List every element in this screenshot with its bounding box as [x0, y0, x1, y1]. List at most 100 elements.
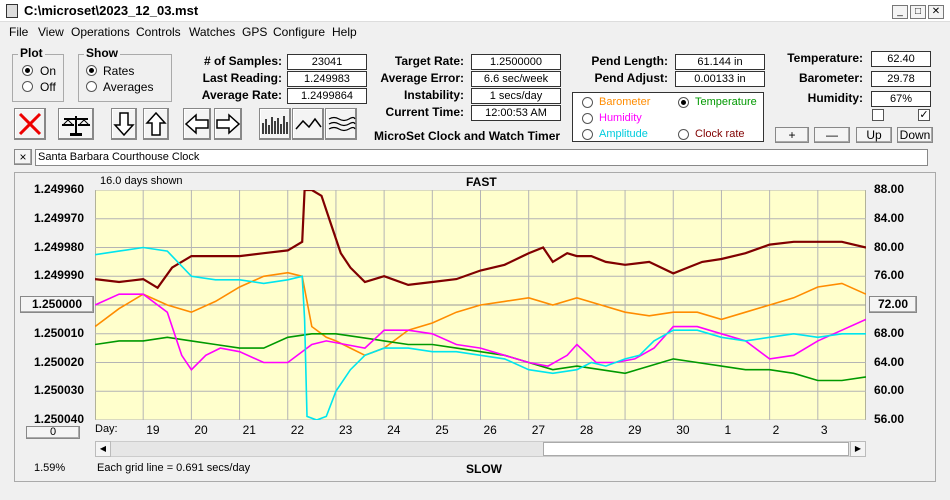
close-button[interactable]: ✕	[928, 5, 944, 19]
menu-file[interactable]: File	[9, 25, 29, 39]
show-group-legend: Show	[84, 46, 120, 60]
show-rates-radio[interactable]	[86, 65, 97, 76]
plot-off-radio[interactable]	[22, 81, 33, 92]
left-offset-button[interactable]: 0	[26, 426, 80, 439]
barometer-radio[interactable]	[582, 97, 593, 108]
title-bar	[0, 0, 950, 22]
scrollbar-thumb[interactable]	[543, 442, 849, 456]
scale-up-button[interactable]: Up	[856, 127, 892, 143]
menu-help[interactable]: Help	[332, 25, 357, 39]
arrow-up-button[interactable]	[143, 108, 169, 140]
series-temperature	[95, 333, 866, 382]
barometer-value: 29.78	[871, 71, 931, 87]
y-right-tick-label: 64.00	[874, 354, 905, 369]
y-right-tick-label: 68.00	[874, 325, 905, 340]
show-rates-label[interactable]: Rates	[103, 64, 135, 78]
x-tick-label: 23	[338, 423, 353, 437]
option-checkbox-1[interactable]	[872, 109, 884, 121]
clock-name-field[interactable]: Santa Barbara Courthouse Clock	[35, 149, 928, 166]
x-tick-label: 30	[676, 423, 690, 437]
scale-minus-button[interactable]: —	[814, 127, 850, 143]
series-barometer	[95, 271, 866, 357]
current-time-label: Current Time:	[385, 105, 464, 119]
menu-controls[interactable]: Controls	[136, 25, 181, 39]
arrow-right-button[interactable]	[214, 108, 242, 140]
instability-label: Instability:	[403, 88, 464, 102]
temperature-value: 62.40	[871, 51, 931, 67]
x-tick-label: 2	[772, 423, 780, 437]
arrow-down-button[interactable]	[111, 108, 137, 140]
balance-button[interactable]	[58, 108, 94, 140]
x-tick-label: 22	[290, 423, 305, 437]
arrow-up-icon	[145, 111, 167, 136]
y-left-tick-label: 1.249980	[33, 239, 84, 254]
last-reading-value: 1.249983	[287, 71, 367, 87]
target-rate-label: Target Rate:	[394, 54, 464, 68]
x-tick-label: 27	[531, 423, 546, 437]
y-right-tick-label: 60.00	[874, 383, 905, 398]
restore-button[interactable]: □	[910, 5, 926, 19]
arrow-left-button[interactable]	[183, 108, 211, 140]
arrow-down-icon	[113, 112, 135, 137]
days-shown-label: 16.0 days shown	[100, 175, 183, 187]
show-averages-label[interactable]: Averages	[103, 80, 154, 94]
scroll-right-arrow-icon[interactable]: ▶	[850, 441, 866, 457]
percent-label: 1.59%	[34, 462, 66, 474]
menu-configure[interactable]: Configure	[273, 25, 326, 39]
plot-group-legend: Plot	[18, 46, 45, 60]
pend-adjust-value: 0.00133 in	[675, 71, 765, 87]
average-error-label: Average Error:	[380, 71, 464, 85]
y-left-tick-label: 1.250040	[33, 412, 84, 426]
humidity-radio[interactable]	[582, 113, 593, 124]
option-checkbox-2[interactable]: ✓	[918, 109, 930, 121]
y-left-tick-label: 1.250030	[33, 383, 84, 398]
temperature-label: Temperature:	[787, 51, 863, 65]
barometer-option[interactable]: Barometer	[599, 96, 651, 108]
y-left-tick-label: 1.250020	[33, 354, 84, 369]
y-left-tick-label: 1.250010	[33, 325, 84, 340]
temperature-radio[interactable]	[678, 97, 689, 108]
grid-note: Each grid line = 0.691 secs/day	[97, 462, 251, 474]
show-averages-radio[interactable]	[86, 81, 97, 92]
pend-adjust-label: Pend Adjust:	[594, 71, 668, 85]
scroll-left-arrow-icon[interactable]: ◀	[95, 441, 111, 457]
x-tick-label: 25	[435, 423, 449, 437]
menu-view[interactable]: View	[38, 25, 64, 39]
x-tick-label: 26	[483, 423, 497, 437]
fast-label: FAST	[466, 175, 497, 189]
average-rate-value: 1.2499864	[287, 88, 367, 104]
pend-length-label: Pend Length:	[591, 54, 668, 68]
y-right-tick-label: 80.00	[874, 239, 905, 254]
scale-plus-button[interactable]: +	[775, 127, 809, 143]
menu-watches[interactable]: Watches	[189, 25, 236, 39]
humidity-value: 67%	[871, 91, 931, 107]
temperature-option[interactable]: Temperature	[695, 96, 757, 108]
x-tick-label: 19	[146, 423, 160, 437]
instability-value: 1 secs/day	[471, 88, 561, 104]
smooth-line-button[interactable]	[292, 108, 324, 140]
scale-down-button[interactable]: Down	[897, 127, 933, 143]
multi-wave-button[interactable]	[325, 108, 357, 140]
plot-on-radio[interactable]	[22, 65, 33, 76]
menu-gps[interactable]: GPS	[242, 25, 268, 39]
arrow-left-icon	[184, 113, 209, 135]
clock-close-button[interactable]: ×	[14, 149, 32, 165]
humidity-option[interactable]: Humidity	[599, 112, 642, 124]
multi-wave-icon	[328, 116, 356, 132]
arrow-right-icon	[216, 113, 241, 135]
stop-button[interactable]	[14, 108, 46, 140]
pend-length-value: 61.144 in	[675, 54, 765, 70]
right-axis-center-button[interactable]: 72.00	[869, 296, 917, 313]
menu-operations[interactable]: Operations	[71, 25, 130, 39]
center-value-button[interactable]: 1.250000	[20, 296, 94, 313]
amplitude-radio[interactable]	[582, 129, 593, 140]
clock-rate-option[interactable]: Clock rate	[695, 128, 745, 140]
minimize-button[interactable]: _	[892, 5, 908, 19]
plot-off-label[interactable]: Off	[40, 80, 56, 94]
last-reading-label: Last Reading:	[202, 71, 282, 85]
samples-value: 23041	[287, 54, 367, 70]
clock-rate-radio[interactable]	[678, 129, 689, 140]
plot-on-label[interactable]: On	[40, 64, 57, 78]
histogram-button[interactable]	[259, 108, 291, 140]
amplitude-option[interactable]: Amplitude	[599, 128, 648, 140]
